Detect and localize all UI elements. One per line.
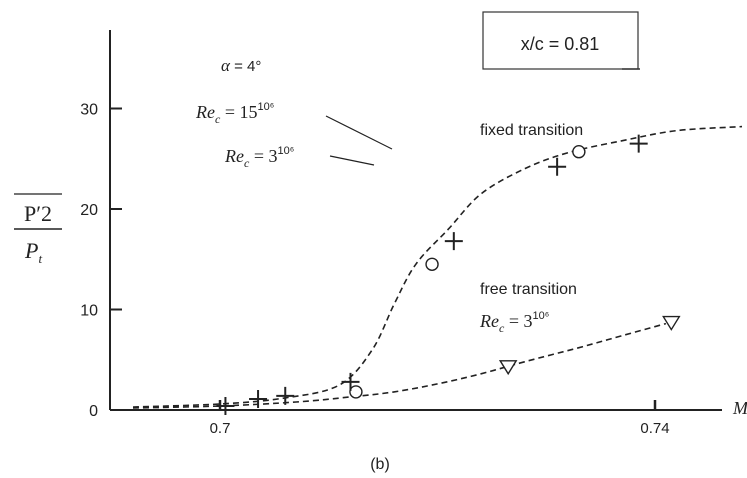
- y-label-numerator: P′2: [24, 201, 52, 226]
- circle-point-0: [349, 385, 363, 399]
- free-transition-label: free transition: [480, 281, 577, 298]
- annotation-re-3-leader: [329, 155, 375, 166]
- plus-point-3: [341, 372, 360, 391]
- alpha-label: α = 4°: [221, 56, 261, 75]
- y-tick-label-3: 30: [80, 102, 98, 119]
- x-tick-label-1: 0.74: [640, 420, 669, 437]
- x-tick-label-0: 0.7: [210, 420, 231, 437]
- y-label-subscript: t: [38, 251, 42, 266]
- condition-box-frame: [482, 11, 639, 70]
- free-curve: [132, 322, 667, 409]
- plus-point-5: [548, 157, 567, 176]
- y-tick-label-1: 10: [80, 303, 98, 320]
- condition-box: x/c = 0.81: [482, 11, 640, 70]
- plus-point-1: [249, 389, 268, 408]
- y-tick-label-0: 0: [89, 403, 98, 420]
- y-tick-label-2: 20: [80, 202, 98, 219]
- markers: [216, 134, 681, 415]
- circle-point-2: [572, 145, 586, 159]
- plus-point-4: [444, 232, 463, 251]
- x-axis-label: M: [732, 398, 747, 418]
- ticks: 0.70.740.780102030: [80, 102, 669, 438]
- annotation-re-3: Rec = 310⁶: [224, 145, 294, 170]
- triangle-point-0: [498, 360, 518, 376]
- y-label-denominator: Pt: [24, 238, 42, 266]
- circle-point-1: [425, 257, 439, 271]
- panel-label: (b): [370, 456, 390, 473]
- annotation-re-15-leader: [325, 115, 393, 150]
- axes: [109, 30, 722, 411]
- annotation-re-15: Rec = 1510⁶: [195, 101, 274, 126]
- condition-box-label: x/c = 0.81: [521, 34, 600, 54]
- plus-point-0: [216, 396, 235, 415]
- plus-point-6: [629, 134, 648, 153]
- triangle-point-1: [662, 315, 681, 331]
- free-transition-re-label: Rec = 310⁶: [479, 310, 549, 335]
- y-axis-label: P′2 Pt: [14, 193, 62, 266]
- fixed-transition-label: fixed transition: [480, 122, 583, 139]
- plus-point-2: [276, 386, 295, 405]
